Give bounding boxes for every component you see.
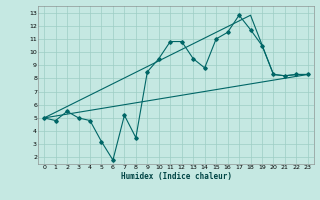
X-axis label: Humidex (Indice chaleur): Humidex (Indice chaleur): [121, 172, 231, 181]
